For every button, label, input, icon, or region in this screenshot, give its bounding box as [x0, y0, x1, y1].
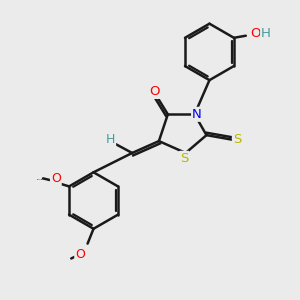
Text: O: O	[250, 27, 261, 40]
Text: H: H	[106, 133, 115, 146]
Text: O: O	[149, 85, 160, 98]
Text: S: S	[180, 152, 188, 165]
Text: O: O	[51, 172, 61, 185]
Text: N: N	[192, 108, 202, 121]
Text: O: O	[75, 248, 85, 260]
Text: OH: OH	[250, 27, 269, 40]
Text: methoxy: methoxy	[37, 178, 43, 180]
Text: S: S	[233, 133, 241, 146]
Text: H: H	[261, 27, 271, 40]
Text: methoxy: methoxy	[41, 178, 47, 180]
